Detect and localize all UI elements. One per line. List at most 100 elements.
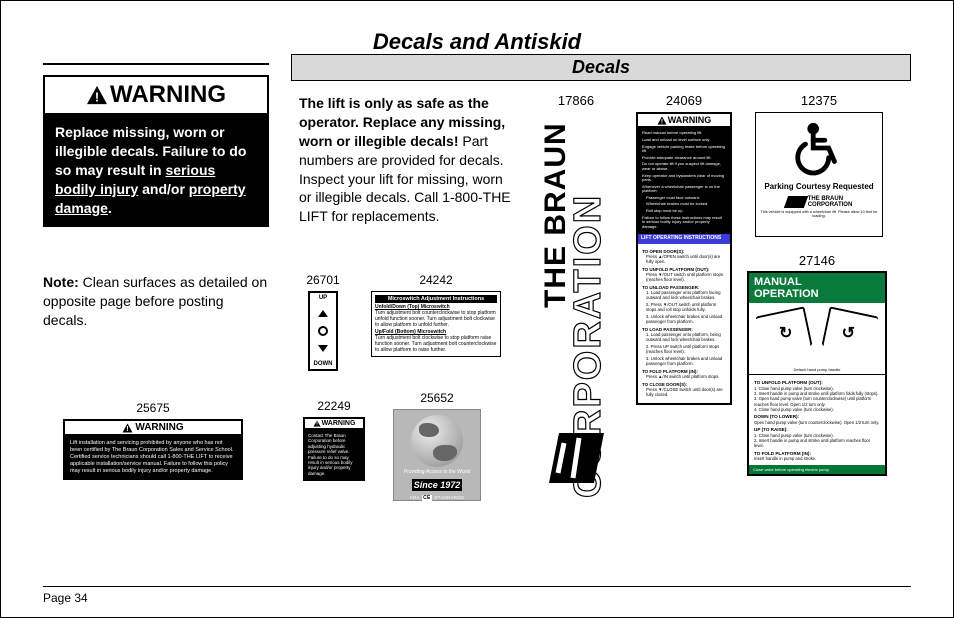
d24069-w5: Do not operate lift if you suspect lift …: [642, 162, 726, 171]
d12375-brand: THE BRAUN CORPORATION: [760, 196, 878, 208]
svg-text:!: !: [127, 424, 129, 433]
d24069-p3c: 3. Unlock wheelchair brakes and unload p…: [646, 315, 726, 325]
decal-24242: 24242 Microswitch Adjustment Instruction…: [371, 273, 501, 357]
d12375-ft: This vehicle is equipped with a wheelcha…: [760, 210, 878, 218]
d24069-w8: Failure to follow these instructions may…: [642, 216, 726, 230]
d24069-p5: Press ▲/IN switch until platform stops.: [646, 375, 726, 380]
rotate-arrow-icon: ↺: [842, 323, 855, 343]
decal-25652: 25652 Providing Access to the World Sinc…: [393, 391, 481, 501]
warning-body-mid: and/or: [138, 181, 189, 197]
d24242-p1: Turn adjustment bolt counterclockwise to…: [375, 311, 497, 328]
pn-25675: 25675: [63, 401, 243, 415]
d27146-diagram: ↻ ↺ Detach hand pump handle: [749, 303, 885, 375]
wheelchair-icon: [790, 119, 848, 177]
rotate-arrow-icon: ↻: [779, 323, 792, 343]
down-label: DOWN: [314, 361, 333, 367]
warning-triangle-icon: !: [122, 423, 133, 433]
page-title: Decals and Antiskid: [43, 29, 911, 55]
d25675-heading-text: WARNING: [135, 422, 183, 433]
d24069-w1: Read manual before operating lift.: [642, 131, 726, 136]
d24069-w7: Whenever a wheelchair passenger is on th…: [642, 185, 726, 194]
decal-22249: 22249 ! WARNING Contact The Braun Corpor…: [303, 399, 365, 481]
warning-body-post: .: [108, 200, 112, 216]
d22249-heading-text: WARNING: [322, 420, 356, 427]
d27146-l3b: 2. Insert handle in pump and stroke unti…: [754, 438, 880, 449]
d24069-p3b: 2. Press ▼/OUT switch until platform sto…: [646, 303, 726, 313]
decal-27146-tile: MANUAL OPERATION ↻ ↺ Detach hand pump ha…: [747, 271, 887, 476]
d24242-hdr: Microswitch Adjustment Instructions: [375, 295, 497, 303]
d27146-mh2: OPERATION: [754, 288, 880, 300]
pn-12375: 12375: [755, 93, 883, 108]
warning-body-pre: Replace missing, worn or illegible decal…: [55, 124, 246, 178]
d27146-foot: Close valve before operating electric pu…: [749, 465, 885, 474]
decal-26701: 26701 UP DOWN: [301, 273, 345, 371]
d25652-cap: Providing Access to the World: [397, 469, 477, 475]
d24069-loi: LIFT OPERATING INSTRUCTIONS: [638, 234, 730, 244]
pn-25652: 25652: [393, 391, 481, 405]
d27146-l1d: 4. Close hand pump valve (turn clockwise…: [754, 407, 880, 412]
d24069-p1: Press ▲/OPEN switch until door(s) are fu…: [646, 255, 726, 265]
d24069-heading: ! WARNING: [638, 114, 730, 128]
d24069-w7b: Wheelchair brakes must be locked.: [646, 202, 726, 207]
d24069-w6: Keep operator and bystanders clear of mo…: [642, 174, 726, 183]
section-header: Decals: [291, 54, 911, 81]
warning-heading-text: WARNING: [110, 81, 226, 109]
warning-main: ! WARNING Replace missing, worn or illeg…: [43, 75, 269, 227]
brand-block-icon: [784, 196, 808, 208]
decal-25675-tile: ! WARNING Lift installation and servicin…: [63, 419, 243, 480]
arrow-up-icon: [318, 310, 328, 317]
globe-icon: [411, 415, 463, 467]
pn-22249: 22249: [303, 399, 365, 413]
decal-24242-tile: Microswitch Adjustment Instructions Unfo…: [371, 291, 501, 357]
warning-body: Replace missing, worn or illegible decal…: [45, 115, 267, 225]
d27146-l4: Insert handle in pump and stroke.: [754, 456, 880, 461]
bottom-rule: [43, 586, 911, 587]
d24069-p3a: 1. Load passenger onto platform facing o…: [646, 291, 726, 301]
d27146-dt: Detach hand pump handle: [749, 367, 885, 372]
d25675-body: Lift installation and servicing prohibit…: [65, 436, 241, 478]
decal-12375-tile: Parking Courtesy Requested THE BRAUN COR…: [755, 112, 883, 237]
decal-24069-tile: ! WARNING Read manual before operating l…: [636, 112, 732, 405]
decal-25652-tile: Providing Access to the World Since 1972…: [393, 409, 481, 501]
decal-22249-tile: ! WARNING Contact The Braun Corporation …: [303, 417, 365, 481]
d24069-p4b: 2. Press UP switch until platform stops …: [646, 345, 726, 355]
d24069-p2: Press ▼/OUT switch until platform stops …: [646, 273, 726, 283]
d22249-body: Contact The Braun Corporation before adj…: [305, 430, 363, 479]
warning-triangle-icon: !: [657, 116, 667, 125]
d25652-ada: ADA CE ADA CE STANDARDS BATTELLESTANDARD…: [397, 495, 477, 506]
svg-text:!: !: [95, 89, 99, 104]
d24069-w2: Load and unload on level surface only.: [642, 138, 726, 143]
d24069-p4c: 3. Unlock wheelchair brakes and unload p…: [646, 357, 726, 367]
d24069-w7a: Passenger must face outward.: [646, 196, 726, 201]
up-label: UP: [319, 295, 327, 301]
d25675-heading: ! WARNING: [65, 421, 241, 436]
d27146-l2: Open hand pump valve (turn counterclockw…: [754, 420, 880, 425]
pn-24242: 24242: [371, 273, 501, 287]
decal-27146: 27146 MANUAL OPERATION ↻ ↺ Detach hand p…: [747, 253, 887, 476]
d12375-brandtext: THE BRAUN CORPORATION: [808, 196, 853, 208]
d25652-since: Since 1972: [412, 479, 463, 491]
braun-logo-icon: [529, 423, 629, 493]
arrow-down-icon: [318, 345, 328, 352]
rule-left: [43, 63, 269, 65]
decal-12375: 12375 Parking Courtesy Requested THE BRA…: [755, 93, 883, 237]
d24069-inst: TO OPEN DOOR(S): Press ▲/OPEN switch unt…: [638, 244, 730, 403]
d24069-p6: Press ▼/CLOSE switch until door(s) are f…: [646, 388, 726, 398]
d12375-pcr: Parking Courtesy Requested: [760, 183, 878, 192]
page: Decals and Antiskid Decals ! WARNING Rep…: [0, 0, 954, 618]
svg-text:!: !: [661, 118, 663, 125]
pn-27146: 27146: [747, 253, 887, 268]
decal-26701-tile: UP DOWN: [308, 291, 338, 371]
decal-17866: THE BRAUN CORPORATION: [529, 93, 629, 493]
d24242-p2: Turn adjustment bolt clockwise to stop p…: [375, 336, 497, 353]
decal-25675: 25675 ! WARNING Lift installation and se…: [63, 401, 243, 480]
intro: The lift is only as safe as the operator…: [299, 94, 517, 226]
d22249-heading: ! WARNING: [305, 419, 363, 430]
pn-24069: 24069: [636, 93, 732, 108]
note-label: Note:: [43, 274, 79, 290]
switch-dot-icon: [318, 326, 328, 336]
warning-triangle-icon: !: [313, 420, 321, 427]
note: Note: Clean surfaces as detailed on oppo…: [43, 273, 269, 330]
d12375-brand2: CORPORATION: [808, 202, 853, 208]
d24069-w4: Provide adequate clearance around lift.: [642, 156, 726, 161]
